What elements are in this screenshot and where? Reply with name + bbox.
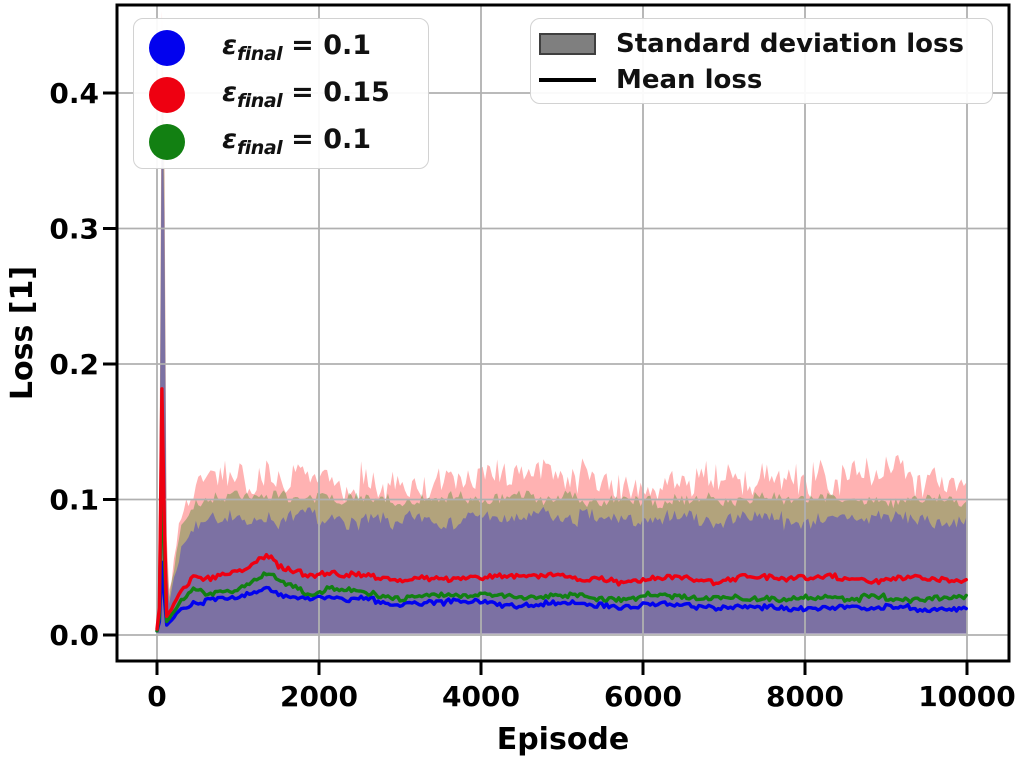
series-marker-circle-blue [149, 29, 185, 66]
legend-series-item: εfinal = 0.15 [149, 71, 428, 118]
x-tick-label: 8000 [766, 680, 844, 713]
mean-line-layer [155, 387, 968, 633]
legend-stats-item: Standard deviation loss [539, 26, 992, 62]
mean-line-green [155, 454, 968, 633]
series-label: εfinal = 0.1 [222, 124, 372, 159]
x-tick-label: 6000 [604, 680, 682, 713]
plot-spines [115, 3, 1011, 663]
legend-series-item: εfinal = 0.1 [149, 24, 428, 71]
legend-series-item: εfinal = 0.1 [149, 118, 428, 165]
series-marker-circle-red [149, 76, 185, 113]
mean-line-label: Mean loss [616, 65, 763, 95]
y-tick-label: 0.3 [49, 213, 99, 246]
x-tick-label: 2000 [280, 680, 358, 713]
x-tick-label: 4000 [442, 680, 520, 713]
std-band-swatch [539, 33, 596, 55]
mean-line-red [155, 387, 968, 631]
mean-line-blue [155, 560, 968, 633]
legend-stats-item: Mean loss [539, 62, 992, 98]
y-tick-label: 0.0 [49, 619, 99, 652]
axis-layer: 0 2000 4000 6000 8000 10000 0.0 0.1 0.2 0.3 0.4 Epi… [5, 3, 1016, 757]
x-axis-title: Episode [497, 722, 630, 757]
std-band-green [157, 53, 967, 634]
legend-series: εfinal = 0.1 εfinal = 0.15 εfinal = 0.1 [133, 18, 429, 169]
y-tick-label: 0.1 [49, 484, 99, 517]
series-marker-circle-green [149, 123, 185, 160]
std-band-label: Standard deviation loss [616, 29, 964, 59]
y-tick-label: 0.2 [49, 348, 99, 381]
mean-line-swatch [539, 78, 596, 82]
y-axis-title: Loss [1] [5, 266, 40, 400]
x-tick-label: 0 [147, 680, 166, 713]
legend-stats: Standard deviation loss Mean loss [530, 18, 993, 104]
series-label: εfinal = 0.1 [222, 30, 372, 65]
series-label: εfinal = 0.15 [222, 77, 390, 112]
x-tick-label: 10000 [918, 680, 1015, 713]
y-tick-label: 0.4 [49, 77, 99, 110]
